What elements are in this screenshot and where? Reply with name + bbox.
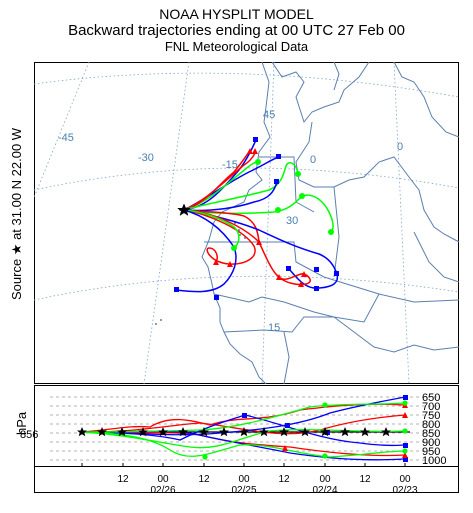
time-tick-label: 12	[198, 474, 210, 485]
graticule-labels: -45 -30 -15 45 30 15 0 0	[58, 109, 403, 334]
latitude-label: 15	[268, 322, 280, 334]
trajectory-map: -45 -30 -15 45 30 15 0 0	[34, 62, 459, 384]
time-tick-label: 00	[157, 474, 169, 485]
time-tick-label: 12	[359, 474, 371, 485]
pressure-level-label: 700	[422, 401, 440, 413]
hourly-star-markers	[77, 427, 391, 437]
date-label: 02/25	[231, 485, 256, 496]
longitude-label: -15	[222, 159, 238, 171]
latitude-label: 30	[286, 215, 298, 227]
longitude-label: 0	[310, 154, 316, 166]
trajectory-markers	[174, 137, 339, 300]
pressure-level-label: 950	[422, 446, 440, 458]
latitude-label: 45	[263, 109, 275, 121]
trajectory-red	[183, 209, 311, 286]
pressure-level-label: 900	[422, 437, 440, 449]
date-label: 02/23	[392, 485, 417, 496]
source-star-icon	[176, 203, 192, 216]
longitude-label: -30	[138, 152, 154, 164]
trajectory-blue	[183, 181, 278, 212]
trajectory-blue	[175, 209, 237, 293]
time-tick-labels: 12 00 12 00 12 00 12 00 02/26 02/25 02/2…	[117, 474, 418, 496]
profile-lines	[81, 396, 410, 461]
trajectory-red	[183, 209, 260, 243]
map-frame	[34, 62, 459, 384]
pressure-level-labels: 650 700 750 800 850 900 950 1000	[422, 392, 446, 467]
time-tick-label: 12	[278, 474, 290, 485]
pressure-level-label: 650	[422, 392, 440, 404]
meteorological-data-label: FNL Meteorological Data	[164, 39, 309, 54]
trajectory-red	[183, 152, 256, 211]
time-tick-label: 00	[319, 474, 331, 485]
trajectory-lines	[175, 139, 339, 293]
profile-markers	[202, 395, 408, 462]
time-tick-label: 12	[117, 474, 129, 485]
longitude-label: 0	[397, 141, 403, 153]
vertical-profile-panel: hPa 856 650 700 750 800 850 900 950 1000	[14, 385, 459, 496]
time-tick-label: 00	[399, 474, 411, 485]
pressure-level-label: 1000	[422, 455, 446, 467]
pressure-level-label: 750	[422, 410, 440, 422]
trajectory-green	[183, 161, 299, 211]
hpa-axis-title: hPa	[14, 411, 29, 435]
time-tick-label: 00	[238, 474, 250, 485]
trajectory-green	[183, 161, 259, 211]
trajectory-subtitle: Backward trajectories ending at 00 UTC 2…	[68, 22, 405, 39]
pressure-level-label: 850	[422, 428, 440, 440]
time-axis-ticks	[81, 463, 406, 467]
pressure-level-label: 800	[422, 419, 440, 431]
time-axis-frame	[34, 466, 459, 493]
trajectory-green	[183, 209, 240, 249]
date-label: 02/24	[312, 485, 337, 496]
source-location-label: Source ★ at 31.00 N 22.00 W	[9, 127, 24, 300]
coastline	[201, 62, 459, 384]
start-level-label: 856	[20, 429, 38, 441]
date-label: 02/26	[150, 485, 175, 496]
model-title: NOAA HYSPLIT MODEL	[159, 6, 314, 22]
profile-frame	[34, 385, 459, 467]
trajectory-red	[183, 149, 251, 211]
longitude-label: -45	[58, 132, 74, 144]
